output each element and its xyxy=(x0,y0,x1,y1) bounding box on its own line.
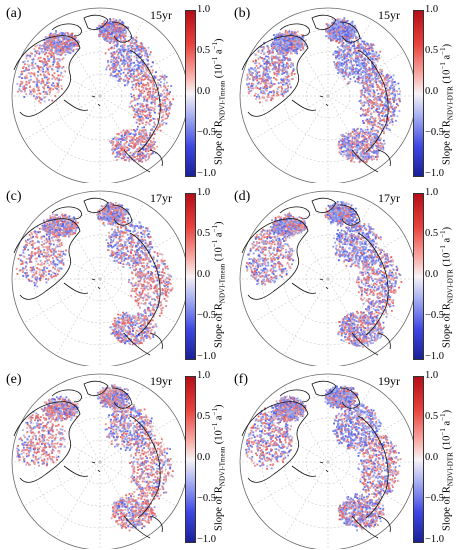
panel-label: (c) xyxy=(6,189,22,204)
polar-map xyxy=(239,190,417,366)
colorbar-tick: −1.0 xyxy=(425,168,445,179)
colorbar-tick: −1.0 xyxy=(197,534,217,545)
colorbar-tick: 0.0 xyxy=(425,452,439,463)
map-panel-e: (e) 19yr 1.0 0.5 0.0 −0.5 −1.0 Slope of RNDVI-T… xyxy=(0,366,228,549)
period-label: 19yr xyxy=(150,374,172,388)
colorbar xyxy=(413,193,424,360)
colorbar-tick: 0.5 xyxy=(197,45,211,56)
colorbar-tick: −1.0 xyxy=(425,534,445,545)
polar-map xyxy=(239,373,417,549)
colorbar-title: Slope of RNDVI-Tmean (10−1 a−1) xyxy=(211,38,227,165)
panel-label: (f) xyxy=(234,372,248,387)
colorbar-title: Slope of RNDVI-DTR (10−1 a−1) xyxy=(439,226,455,348)
colorbar-tick: 1.0 xyxy=(425,187,439,198)
polar-map xyxy=(11,7,189,183)
colorbar-tick: 0.5 xyxy=(425,228,439,239)
coastlines xyxy=(241,14,391,173)
panel-label: (b) xyxy=(234,6,251,21)
coastlines xyxy=(241,197,391,356)
colorbar-tick: 0.0 xyxy=(197,86,211,97)
colorbar-tick: −1.0 xyxy=(425,351,445,362)
period-label: 15yr xyxy=(378,8,400,22)
coastlines xyxy=(13,14,163,173)
panel-label: (e) xyxy=(6,372,22,387)
polar-map xyxy=(11,190,189,366)
map-panel-a: (a) 15yr 1.0 0.5 0.0 −0.5 −1.0 Slope of RNDVI-T… xyxy=(0,0,228,183)
panel-label: (a) xyxy=(6,6,22,21)
colorbar xyxy=(185,193,196,360)
colorbar-tick: 0.0 xyxy=(425,269,439,280)
colorbar-title: Slope of RNDVI-Tmean (10−1 a−1) xyxy=(211,221,227,348)
map-panel-b: (b) 15yr 1.0 0.5 0.0 −0.5 −1.0 Slope of RNDVI-D… xyxy=(228,0,456,183)
coastlines xyxy=(241,380,391,539)
colorbar-tick: −0.5 xyxy=(197,310,217,321)
panel-label: (d) xyxy=(234,189,251,204)
colorbar-tick: 0.5 xyxy=(425,45,439,56)
colorbar-tick: 0.5 xyxy=(197,411,211,422)
polar-map xyxy=(11,373,189,549)
map-panel-c: (c) 17yr 1.0 0.5 0.0 −0.5 −1.0 Slope of RNDVI-T… xyxy=(0,183,228,366)
colorbar-tick: −0.5 xyxy=(425,493,445,504)
colorbar-tick: −0.5 xyxy=(425,127,445,138)
colorbar-tick: 0.0 xyxy=(425,86,439,97)
slope-field xyxy=(245,17,401,164)
colorbar-tick: −1.0 xyxy=(197,168,217,179)
colorbar-tick: −0.5 xyxy=(197,127,217,138)
map-panel-f: (f) 19yr 1.0 0.5 0.0 −0.5 −1.0 Slope of RNDVI-D… xyxy=(228,366,456,549)
map-panel-d: (d) 17yr 1.0 0.5 0.0 −0.5 −1.0 Slope of RNDVI-D… xyxy=(228,183,456,366)
slope-field xyxy=(245,201,403,348)
slope-field xyxy=(15,201,174,346)
colorbar-tick: 1.0 xyxy=(425,370,439,381)
colorbar-tick: 1.0 xyxy=(197,187,211,198)
period-label: 17yr xyxy=(378,191,400,205)
colorbar-tick: 1.0 xyxy=(197,4,211,15)
colorbar-tick: −0.5 xyxy=(197,493,217,504)
colorbar-tick: 1.0 xyxy=(425,4,439,15)
colorbar-title: Slope of RNDVI-Tmean (10−1 a−1) xyxy=(211,404,227,531)
period-label: 15yr xyxy=(150,8,172,22)
slope-field xyxy=(245,385,402,532)
colorbar-tick: −1.0 xyxy=(197,351,217,362)
colorbar xyxy=(185,376,196,543)
slope-field xyxy=(16,383,174,532)
colorbar-title: Slope of RNDVI-DTR (10−1 a−1) xyxy=(439,43,455,165)
colorbar xyxy=(413,10,424,177)
period-label: 17yr xyxy=(150,191,172,205)
coastlines xyxy=(13,197,163,356)
colorbar-tick: 0.0 xyxy=(197,452,211,463)
colorbar-tick: 0.5 xyxy=(425,411,439,422)
colorbar-title: Slope of RNDVI-DTR (10−1 a−1) xyxy=(439,409,455,531)
colorbar-tick: −0.5 xyxy=(425,310,445,321)
period-label: 19yr xyxy=(378,374,400,388)
colorbar-tick: 1.0 xyxy=(197,370,211,381)
coastlines xyxy=(13,380,163,539)
colorbar xyxy=(185,10,196,177)
colorbar-tick: 0.0 xyxy=(197,269,211,280)
colorbar xyxy=(413,376,424,543)
polar-map xyxy=(239,7,417,183)
colorbar-tick: 0.5 xyxy=(197,228,211,239)
